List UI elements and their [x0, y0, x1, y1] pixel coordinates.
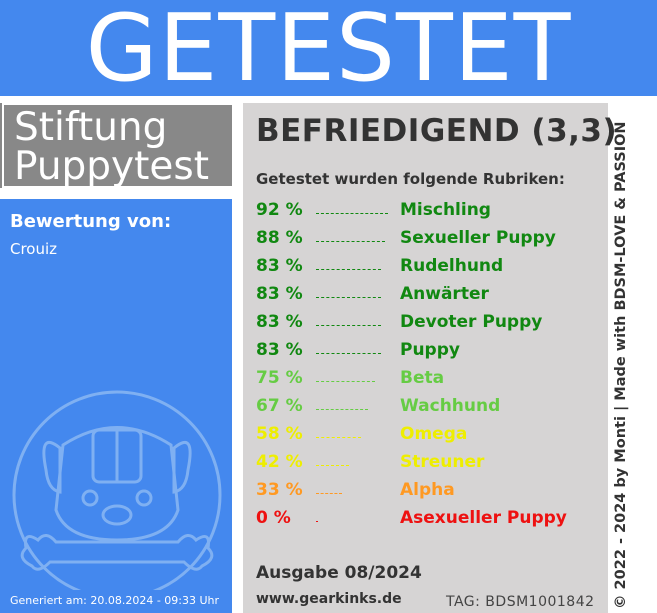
brand-line-1: Stiftung — [14, 105, 168, 150]
category-bar — [316, 213, 388, 214]
category-name: Sexueller Puppy — [400, 228, 556, 248]
category-percent: 58 % — [256, 424, 303, 444]
category-bar — [316, 297, 381, 298]
category-bar — [316, 437, 362, 438]
category-percent: 75 % — [256, 368, 303, 388]
category-percent: 0 % — [256, 508, 291, 528]
category-bar — [316, 493, 342, 494]
category-name: Streuner — [400, 452, 485, 472]
category-percent: 83 % — [256, 312, 303, 332]
rater-name: Crouiz — [10, 240, 58, 258]
category-name: Anwärter — [400, 284, 489, 304]
result-panel — [243, 103, 608, 613]
header-banner — [0, 0, 657, 96]
category-bar — [316, 409, 369, 410]
category-name: Devoter Puppy — [400, 312, 543, 332]
category-bar — [316, 325, 381, 326]
category-name: Omega — [400, 424, 468, 444]
category-name: Wachhund — [400, 396, 501, 416]
category-name: Alpha — [400, 480, 455, 500]
category-bar — [316, 241, 385, 242]
grade-title: BEFRIEDIGEND (3,3) — [256, 113, 618, 149]
category-percent: 33 % — [256, 480, 303, 500]
copyright-credit: © 2022 - 2024 by Monti | Made with BDSM-… — [613, 121, 629, 609]
category-bar — [316, 269, 381, 270]
rated-by-label: Bewertung von: — [10, 211, 172, 232]
category-percent: 88 % — [256, 228, 303, 248]
category-percent: 67 % — [256, 396, 303, 416]
dog-face-bone-icon — [12, 390, 222, 590]
category-bar — [316, 465, 349, 466]
issue-label: Ausgabe 08/2024 — [256, 563, 422, 583]
category-name: Mischling — [400, 200, 491, 220]
category-name: Beta — [400, 368, 445, 388]
category-bar — [316, 381, 375, 382]
category-bar — [316, 521, 318, 522]
category-name: Asexueller Puppy — [400, 508, 567, 528]
category-percent: 92 % — [256, 200, 303, 220]
category-percent: 83 % — [256, 256, 303, 276]
category-percent: 83 % — [256, 284, 303, 304]
website-link[interactable]: www.gearkinks.de — [256, 591, 402, 607]
brand-line-2: Puppytest — [14, 144, 210, 189]
generated-timestamp: Generiert am: 20.08.2024 - 09:33 Uhr — [10, 594, 220, 607]
left-panel — [0, 199, 232, 613]
category-bar — [316, 353, 381, 354]
category-percent: 42 % — [256, 452, 303, 472]
brand-box: Stiftung Puppytest — [2, 103, 234, 188]
banner-title: GETESTET — [85, 0, 572, 102]
category-name: Puppy — [400, 340, 460, 360]
categories-subheading: Getestet wurden folgende Rubriken: — [256, 170, 565, 188]
category-name: Rudelhund — [400, 256, 504, 276]
tag-id: TAG: BDSM1001842 — [446, 594, 595, 610]
category-percent: 83 % — [256, 340, 303, 360]
